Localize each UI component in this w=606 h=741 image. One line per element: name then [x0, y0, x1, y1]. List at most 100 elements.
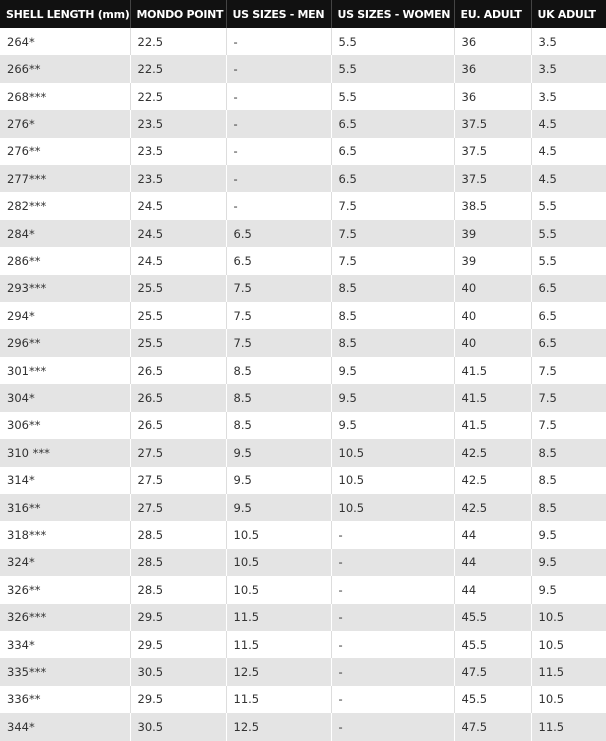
table-cell: 41.5 [454, 411, 532, 440]
table-header: SHELL LENGTH (mm) MONDO POINT US SIZES - M… [0, 0, 606, 28]
table-cell: 334* [0, 630, 131, 659]
table-cell: 45.5 [454, 685, 532, 714]
table-cell: 28.5 [130, 548, 227, 577]
table-cell: 294* [0, 302, 131, 330]
table-row: 286** 24.5 6.5 7.5 39 5.5 [0, 247, 606, 275]
table-cell: 282*** [0, 192, 131, 220]
table-cell: 11.5 [226, 603, 332, 631]
table-cell: 264* [0, 28, 131, 56]
table-cell: 42.5 [454, 493, 532, 522]
table-cell: 6.5 [226, 219, 332, 248]
table-cell: 276** [0, 137, 131, 166]
table-cell: 306** [0, 411, 131, 440]
table-cell: 335*** [0, 658, 131, 686]
table-cell: 304* [0, 384, 131, 412]
table-row: 293*** 25.5 7.5 8.5 40 6.5 [0, 274, 606, 303]
table-cell: 316** [0, 493, 131, 522]
table-cell: 30.5 [130, 658, 227, 686]
table-cell: - [331, 713, 455, 741]
table-row: 334* 29.5 11.5-45.5 10.5 [0, 630, 606, 659]
table-row: 266** 22.5-5.5 36 3.5 [0, 55, 606, 83]
table-cell: 40 [454, 302, 532, 330]
table-cell: 318*** [0, 521, 131, 549]
table-cell: 37.5 [454, 110, 532, 138]
table-cell: 7.5 [226, 302, 332, 330]
table-cell: 4.5 [538, 144, 557, 159]
table-row: 301*** 26.5 8.5 9.5 41.5 7.5 [0, 356, 606, 385]
table-row: 310 *** 27.5 9.5 10.5 42.5 8.5 [0, 439, 606, 467]
table-cell: 4.5 [531, 165, 606, 193]
table-cell: 7.5 [538, 363, 557, 378]
table-cell: 24.5 [130, 192, 227, 220]
table-cell: - [226, 28, 332, 56]
table-cell: 6.5 [531, 329, 606, 357]
table-cell: 8.5 [538, 473, 557, 488]
table-row: 282*** 24.5-7.5 38.5 5.5 [0, 192, 606, 220]
table-cell: - [226, 110, 332, 138]
table-cell: 5.5 [531, 219, 606, 248]
table-cell: 10.5 [331, 439, 455, 467]
table-cell: 8.5 [226, 384, 332, 412]
table-cell: 39 [454, 219, 532, 248]
table-cell: 40 [454, 274, 532, 303]
table-cell: 8.5 [531, 439, 606, 467]
table-cell: 26.5 [130, 411, 227, 440]
table-cell: - [226, 82, 332, 111]
table-cell: 9.5 [226, 439, 332, 467]
table-cell: 36 [454, 82, 532, 111]
table-cell: 268*** [0, 82, 131, 111]
table-cell: 293*** [0, 274, 131, 303]
table-cell: 10.5 [538, 637, 565, 652]
table-cell: 10.5 [331, 493, 455, 522]
table-cell: 266** [0, 55, 131, 83]
table-cell: 47.5 [454, 713, 532, 741]
table-cell: 11.5 [531, 658, 606, 686]
table-cell: 9.5 [226, 493, 332, 522]
table-cell: 6.5 [531, 274, 606, 303]
table-cell: 326** [0, 576, 131, 604]
table-cell: - [226, 55, 332, 83]
table-cell: 24.5 [130, 219, 227, 248]
table-row: 284* 24.5 6.5 7.5 39 5.5 [0, 219, 606, 248]
table-row: 326*** 29.5 11.5-45.5 10.5 [0, 603, 606, 631]
table-cell: 42.5 [454, 466, 532, 494]
table-cell: 44 [454, 548, 532, 577]
table-cell: 37.5 [454, 165, 532, 193]
table-cell: - [226, 165, 332, 193]
table-cell: 6.5 [226, 247, 332, 275]
table-cell: 9.5 [538, 582, 557, 597]
table-cell: 284* [0, 219, 131, 248]
table-cell: - [331, 576, 455, 604]
table-cell: 12.5 [226, 658, 332, 686]
table-cell: 24.5 [130, 247, 227, 275]
table-cell: 27.5 [130, 493, 227, 522]
table-cell: 8.5 [331, 302, 455, 330]
table-row: 324* 28.5 10.5-44 9.5 [0, 548, 606, 577]
table-cell: 5.5 [331, 82, 455, 111]
table-cell: 6.5 [538, 308, 557, 323]
table-cell: 45.5 [454, 603, 532, 631]
table-cell: 25.5 [130, 302, 227, 330]
table-cell: 29.5 [130, 630, 227, 659]
table-cell: 276* [0, 110, 131, 138]
header-row: SHELL LENGTH (mm) MONDO POINT US SIZES - M… [0, 0, 606, 28]
table-cell: 44 [454, 576, 532, 604]
table-cell: 3.5 [531, 55, 606, 83]
table-cell: 41.5 [454, 384, 532, 412]
table-row: 268*** 22.5-5.5 36 3.5 [0, 82, 606, 111]
table-cell: 9.5 [538, 528, 557, 543]
table-cell: 47.5 [454, 658, 532, 686]
table-cell: 12.5 [226, 713, 332, 741]
table-cell: - [331, 548, 455, 577]
table-cell: 277*** [0, 165, 131, 193]
table-cell: 28.5 [130, 521, 227, 549]
table-cell: 9.5 [226, 466, 332, 494]
table-cell: 26.5 [130, 356, 227, 385]
table-cell: 6.5 [331, 165, 455, 193]
table-row: 316** 27.5 9.5 10.5 42.5 8.5 [0, 493, 606, 522]
table-cell: 7.5 [331, 247, 455, 275]
table-cell: 22.5 [130, 82, 227, 111]
table-row: 276** 23.5-6.5 37.5 4.5 [0, 137, 606, 166]
table-row: 336** 29.5 11.5-45.5 10.5 [0, 685, 606, 714]
table-cell: 10.5 [331, 466, 455, 494]
